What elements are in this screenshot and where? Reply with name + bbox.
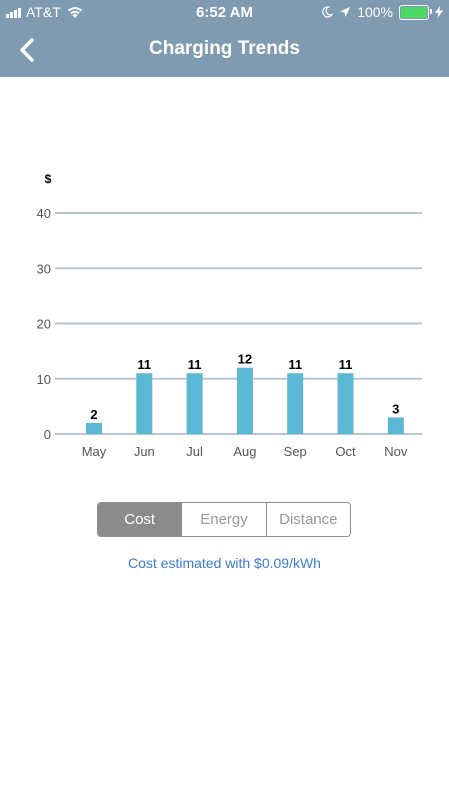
bar	[86, 422, 102, 434]
top-bar: AT&T 6:52 AM 100%	[0, 0, 449, 77]
bar	[287, 373, 304, 434]
x-tick-label: Sep	[284, 444, 307, 459]
bar	[387, 417, 404, 434]
location-arrow-icon	[340, 7, 351, 17]
segment-distance[interactable]: Distance	[265, 503, 350, 536]
charging-cost-chart: $0 10 20 30 40 2 May 11 Jun 11 Jul 12 Aug 11 Sep 11 Oct 3…	[37, 172, 422, 459]
x-tick-label: Aug	[233, 444, 256, 459]
bar	[136, 373, 153, 434]
status-left: AT&T	[6, 4, 84, 20]
x-tick-label: Jun	[134, 444, 155, 459]
navigation-bar: Charging Trends	[0, 24, 449, 77]
moon-icon	[322, 6, 334, 18]
bar-value-label: 11	[339, 357, 353, 372]
x-tick-label: May	[82, 444, 107, 459]
cost-estimate-note: Cost estimated with $0.09/kWh	[128, 555, 321, 571]
chevron-left-icon[interactable]	[14, 36, 44, 66]
x-tick-label: Jul	[186, 444, 203, 459]
status-bar: AT&T 6:52 AM 100%	[0, 0, 449, 24]
bar-value-label: 11	[188, 357, 202, 372]
battery-percent: 100%	[357, 4, 393, 20]
bar	[236, 367, 253, 434]
page-title: Charging Trends	[149, 38, 300, 59]
y-axis-label: $	[45, 172, 52, 186]
bar	[186, 373, 203, 434]
y-tick-label: 40	[37, 206, 51, 221]
battery-icon	[399, 4, 432, 20]
metric-segmented-control[interactable]: Cost Energy Distance	[97, 502, 351, 537]
y-tick-label: 10	[37, 372, 51, 387]
segment-cost[interactable]: Cost	[98, 503, 182, 536]
status-time: 6:52 AM	[196, 4, 253, 21]
bar-value-label: 11	[137, 357, 151, 372]
segment-energy[interactable]: Energy	[181, 503, 266, 536]
x-tick-label: Nov	[384, 444, 408, 459]
wifi-icon	[67, 7, 82, 18]
cellular-signal-icon	[6, 7, 21, 18]
y-tick-label: 30	[37, 261, 51, 276]
x-tick-label: Oct	[335, 444, 356, 459]
bar-value-label: 3	[392, 401, 399, 416]
bar-value-label: 12	[238, 352, 252, 367]
charging-bolt-icon	[435, 6, 443, 18]
battery-fill	[401, 6, 427, 18]
bar-value-label: 2	[90, 407, 97, 422]
carrier-label: AT&T	[26, 4, 61, 20]
y-tick-label: 0	[44, 427, 51, 442]
bar-value-label: 11	[288, 357, 302, 372]
bar	[337, 373, 354, 434]
y-tick-label: 20	[37, 317, 51, 332]
status-right: 100%	[321, 4, 443, 20]
